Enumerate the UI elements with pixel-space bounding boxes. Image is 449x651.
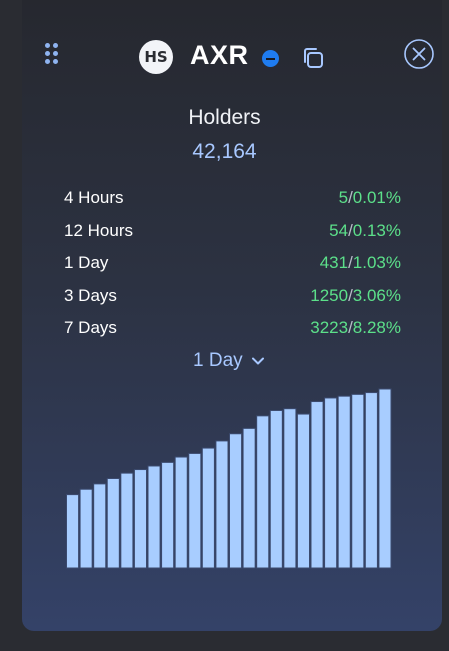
chart-bar bbox=[201, 447, 215, 569]
chart-bar bbox=[133, 469, 147, 569]
chart-bar bbox=[269, 409, 283, 569]
stat-row: 1 Day 431/1.03% bbox=[64, 247, 401, 280]
period-dropdown[interactable]: 1 Day bbox=[193, 350, 265, 372]
chart-bar bbox=[93, 483, 107, 569]
stat-row: 12 Hours 54/0.13% bbox=[64, 215, 401, 248]
chart-bar bbox=[79, 488, 93, 569]
chart-bar bbox=[364, 392, 378, 569]
token-avatar: HS bbox=[139, 40, 173, 74]
stat-label: 3 Days bbox=[64, 285, 117, 305]
copy-icon[interactable] bbox=[300, 45, 326, 71]
stat-value: 5/0.01% bbox=[338, 188, 401, 208]
stat-row: 3 Days 1250/3.06% bbox=[64, 280, 401, 313]
holders-change-list: 4 Hours 5/0.01% 12 Hours 54/0.13% 1 Day … bbox=[64, 182, 401, 345]
chart-bar bbox=[66, 494, 80, 569]
stat-label: 4 Hours bbox=[64, 188, 124, 208]
close-icon bbox=[404, 39, 434, 69]
chart-bar bbox=[324, 397, 338, 569]
drag-handle-icon[interactable] bbox=[45, 43, 61, 67]
chart-bar bbox=[229, 433, 243, 569]
stat-row: 7 Days 3223/8.28% bbox=[64, 312, 401, 345]
stat-value: 1250/3.06% bbox=[310, 285, 401, 305]
period-value: 1 Day bbox=[193, 350, 243, 371]
chart-bar bbox=[106, 478, 120, 569]
stat-label: 7 Days bbox=[64, 318, 117, 338]
chart-bar bbox=[161, 461, 175, 569]
chart-bar bbox=[351, 393, 365, 569]
stat-label: 12 Hours bbox=[64, 220, 133, 240]
holders-bar-chart bbox=[66, 388, 392, 569]
chart-bar bbox=[283, 408, 297, 569]
stat-value: 3223/8.28% bbox=[310, 318, 401, 338]
chart-bar bbox=[174, 456, 188, 569]
chart-bar bbox=[120, 472, 134, 569]
holders-total: 42,164 bbox=[192, 140, 257, 163]
verified-badge-icon bbox=[262, 50, 279, 67]
chart-bar bbox=[215, 440, 229, 569]
stat-value: 431/1.03% bbox=[319, 253, 401, 273]
holders-title: Holders bbox=[188, 106, 261, 129]
chart-bar bbox=[378, 388, 392, 569]
chart-bar bbox=[256, 415, 270, 569]
chart-bar bbox=[242, 427, 256, 569]
chart-bar bbox=[147, 465, 161, 569]
chart-bar bbox=[337, 395, 351, 569]
stat-value: 54/0.13% bbox=[329, 220, 401, 240]
stat-label: 1 Day bbox=[64, 253, 109, 273]
chart-bar bbox=[296, 413, 310, 569]
stat-row: 4 Hours 5/0.01% bbox=[64, 182, 401, 215]
chevron-down-icon bbox=[251, 357, 264, 365]
chart-bar bbox=[310, 401, 324, 569]
close-button[interactable] bbox=[403, 38, 435, 70]
chart-bar bbox=[188, 452, 202, 569]
token-symbol: AXR bbox=[190, 40, 249, 70]
